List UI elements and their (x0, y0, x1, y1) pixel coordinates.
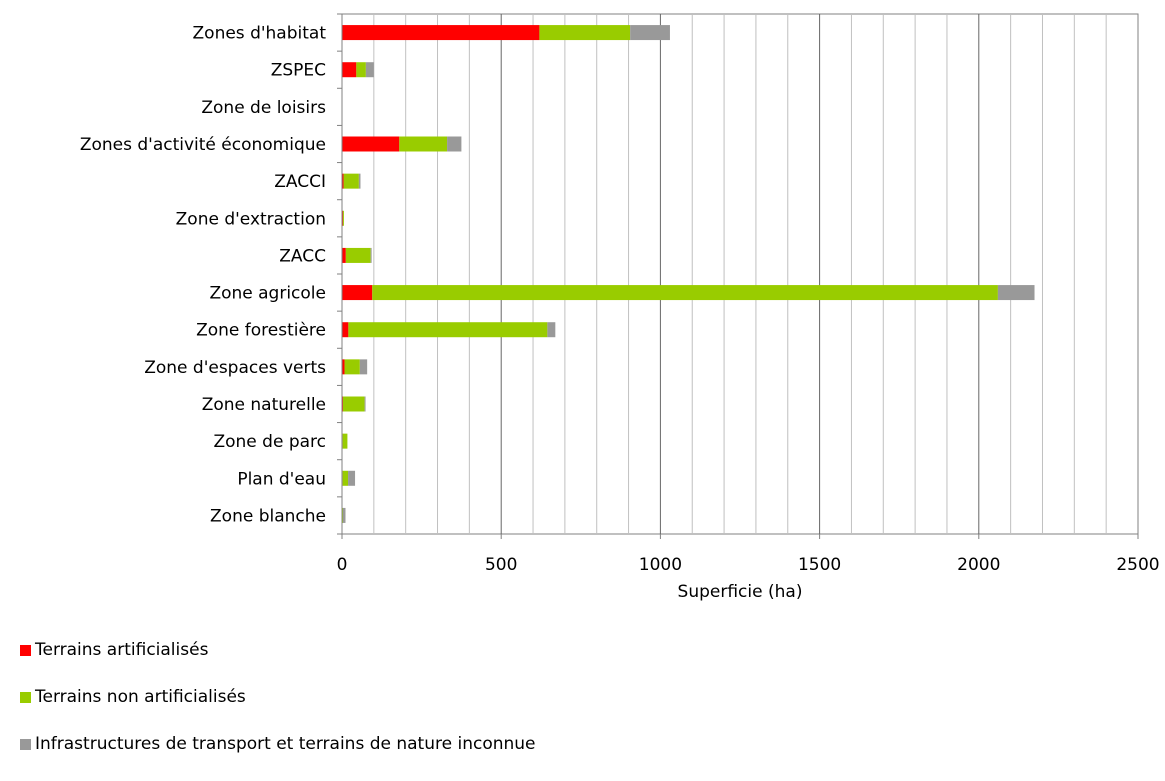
bar-zones-d-activite-economique-series-1 (342, 136, 400, 152)
legend-swatch-infrastructures (20, 738, 31, 750)
x-tick-label-2500: 2500 (1116, 555, 1159, 575)
bar-zacci-series-3 (358, 173, 361, 189)
x-tick-label-1000: 1000 (639, 555, 682, 575)
category-label-zones-d-activite-economique: Zones d'activité économique (80, 135, 326, 155)
bar-zone-agricole-series-2 (372, 285, 998, 301)
category-label-plan-d-eau: Plan d'eau (237, 469, 326, 489)
legend: Terrains artificialisés Terrains non art… (20, 640, 536, 781)
bar-zone-agricole-series-3 (997, 285, 1035, 301)
legend-swatch-non-artificialises (20, 691, 31, 703)
category-label-zone-forestiere: Zone forestière (196, 321, 326, 341)
category-label-zone-d-extraction: Zone d'extraction (176, 209, 326, 229)
bar-zones-d-activite-economique-series-3 (447, 136, 462, 152)
category-label-zacc: ZACC (279, 246, 326, 266)
legend-label-artificialises: Terrains artificialisés (35, 640, 209, 660)
bar-zones-d-habitat-series-2 (539, 25, 631, 41)
category-label-zone-naturelle: Zone naturelle (202, 395, 326, 415)
category-label-zone-de-parc: Zone de parc (213, 432, 326, 452)
x-axis-title: Superficie (ha) (678, 582, 803, 602)
x-tick-label-2000: 2000 (957, 555, 1000, 575)
bar-zspec-series-3 (365, 62, 374, 78)
bar-zone-d-espaces-verts-series-1 (342, 359, 345, 375)
legend-label-infrastructures: Infrastructures de transport et terrains… (35, 734, 536, 754)
category-label-zspec: ZSPEC (271, 61, 326, 81)
bar-zone-d-espaces-verts-series-3 (359, 359, 368, 375)
category-label-zone-agricole: Zone agricole (209, 284, 326, 304)
bar-zones-d-habitat-series-3 (630, 25, 670, 41)
bar-zone-forestiere-series-1 (342, 322, 349, 338)
category-label-zone-blanche: Zone blanche (210, 506, 326, 526)
category-label-zone-d-espaces-verts: Zone d'espaces verts (144, 358, 326, 378)
bar-zone-agricole-series-1 (342, 285, 373, 301)
bar-zacc-series-2 (345, 247, 371, 263)
bar-zspec-series-1 (342, 62, 357, 78)
bar-zone-naturelle-series-2 (342, 396, 365, 412)
bar-zones-d-activite-economique-series-2 (399, 136, 448, 152)
bar-zacci-series-2 (343, 173, 359, 189)
chart: Zones d'habitat ZSPEC Zone de loisirs Zones… (80, 13, 1160, 602)
category-label-zacci: ZACCI (274, 172, 326, 192)
bar-zones-d-habitat-series-1 (342, 25, 540, 41)
bar-zacc-series-1 (342, 247, 346, 263)
legend-item-infrastructures: Infrastructures de transport et terrains… (20, 734, 536, 754)
category-label-zone-de-loisirs: Zone de loisirs (201, 98, 326, 118)
legend-swatch-artificialises (20, 644, 31, 656)
bar-zacci-series-1 (342, 173, 344, 189)
bar-zone-de-parc-series-2 (342, 433, 348, 449)
bar-zone-d-extraction-series-2 (342, 210, 344, 226)
bar-zone-forestiere-series-2 (348, 322, 548, 338)
bar-zacc-series-3 (370, 247, 372, 263)
x-tick-label-500: 500 (485, 555, 517, 575)
legend-item-non-artificialises: Terrains non artificialisés (20, 687, 536, 707)
plot-area (341, 13, 1139, 535)
bar-zone-blanche-series-3 (342, 507, 346, 523)
bar-zone-d-espaces-verts-series-2 (344, 359, 360, 375)
x-tick-label-1500: 1500 (798, 555, 841, 575)
x-tick-label-0: 0 (337, 555, 348, 575)
legend-item-artificialises: Terrains artificialisés (20, 640, 536, 660)
bar-zone-forestiere-series-3 (547, 322, 556, 338)
bar-zone-naturelle-series-3 (364, 396, 366, 412)
bar-zspec-series-2 (356, 62, 366, 78)
category-label-zones-d-habitat: Zones d'habitat (193, 24, 327, 44)
bar-plan-d-eau-series-3 (348, 470, 356, 486)
bar-plan-d-eau-series-2 (342, 470, 349, 486)
legend-label-non-artificialises: Terrains non artificialisés (35, 687, 246, 707)
chart-svg: Zones d'habitat ZSPEC Zone de loisirs Zones… (80, 13, 1160, 602)
